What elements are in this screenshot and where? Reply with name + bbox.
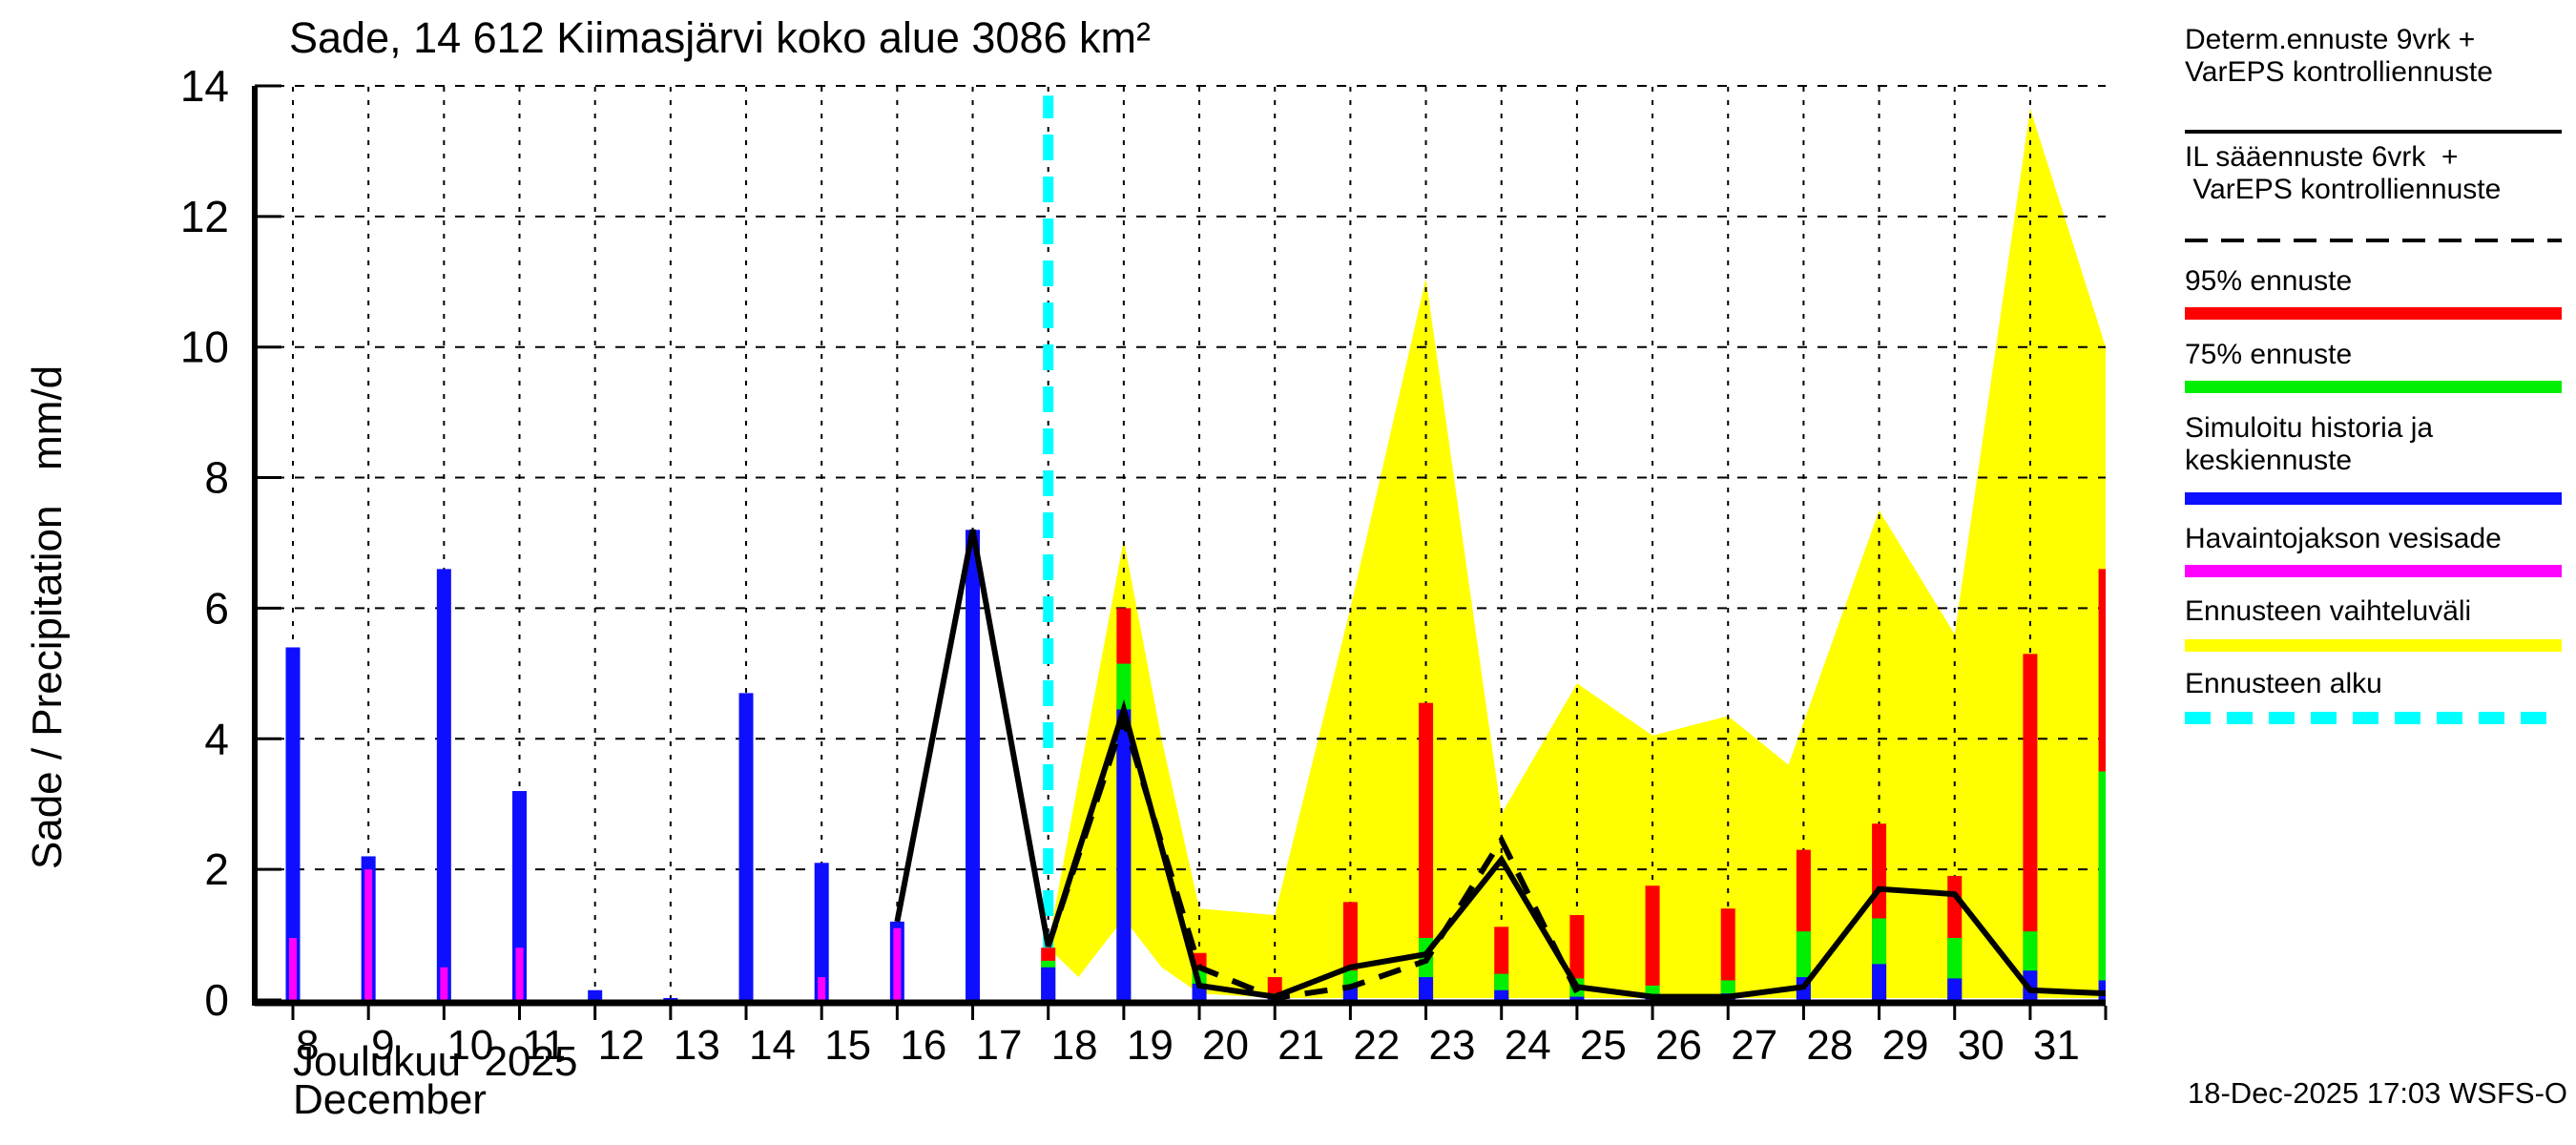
x-tick-label: 29 [1882,1022,1929,1069]
history-bar [588,989,603,1000]
x-axis-month-year: Joulukuu 2025 [293,1038,578,1085]
history-bar [436,569,451,1000]
il-forecast-line [1045,709,1580,1002]
legend-label-il: IL sääennuste 6vrk + VarEPS kontrollienn… [2185,141,2502,205]
observed-precip-bar [364,869,373,1000]
x-tick-label: 18 [1051,1022,1098,1069]
legend-label-determ: Determ.ennuste 9vrk + VarEPS kontrollienn… [2185,24,2493,88]
x-tick-label: 9 [371,1022,394,1069]
legend-label-95: 95% ennuste [2185,265,2353,297]
observed-precip-bar [818,977,826,1000]
y-tick-label: 14 [180,61,229,111]
legend-label-75: 75% ennuste [2185,339,2353,370]
x-tick-label: 10 [447,1022,493,1069]
observed-precip-bar [440,967,448,1000]
legend-label-band: Ennusteen vaihteluväli [2185,595,2472,627]
x-tick-label: 13 [674,1022,720,1069]
legend-label-history: Simuloitu historia ja keskiennuste [2185,412,2434,476]
forecast-bar-mean [1872,964,1887,1000]
legend-sample-band [2185,639,2562,652]
x-tick-label: 25 [1580,1022,1627,1069]
y-tick-label: 10 [180,323,229,372]
history-bar [285,647,301,1000]
y-tick-label: 0 [204,975,229,1025]
x-tick-label: 8 [296,1022,319,1069]
forecast-bar-mean [1947,978,1963,1000]
y-tick-label: 6 [204,583,229,633]
x-tick-label: 24 [1505,1022,1551,1069]
forecast-bar-mean [1569,996,1585,1000]
forecast-bar-95 [1645,885,1660,1000]
legend-sample-solid-line [2185,130,2562,134]
x-tick-label: 15 [824,1022,871,1069]
x-tick-label: 21 [1278,1022,1324,1069]
legend-sample-dashed-line [2185,239,2562,242]
legend-sample-history [2185,492,2562,505]
history-bar [738,693,754,1000]
x-tick-label: 31 [2033,1022,2080,1069]
y-tick-label: 4 [204,714,229,763]
x-tick-label: 22 [1353,1022,1400,1069]
history-bar [814,863,829,1000]
forecast-bar-mean [2098,980,2106,1000]
y-tick-label: 12 [180,192,229,241]
x-tick-label: 20 [1202,1022,1249,1069]
history-bar [663,997,678,1000]
x-tick-label: 11 [523,1022,567,1069]
history-bar [966,530,981,1000]
forecast-bar-mean [1116,709,1132,1000]
legend-sample-75 [2185,381,2562,393]
legend-sample-observed [2185,565,2562,577]
x-tick-label: 23 [1429,1022,1476,1069]
forecast-bar-75 [2098,771,2106,1000]
observed-precip-bar [289,937,297,1000]
timestamp-watermark: 18-Dec-2025 17:03 WSFS-O [2188,1076,2568,1110]
forecast-bar-95 [1720,908,1735,1000]
chart-title: Sade, 14 612 Kiimasjärvi koko alue 3086 … [289,13,1151,62]
x-tick-label: 17 [976,1022,1023,1069]
x-axis-month-english: December [293,1076,487,1123]
legend-sample-forecast-start [2185,712,2562,724]
forecast-bar-95 [2023,654,2038,1000]
y-tick-label: 8 [204,453,229,503]
observed-precip-bar [893,927,902,1000]
x-tick-label: 28 [1806,1022,1853,1069]
forecast-bar-mean [1419,977,1434,1000]
y-axis-label: Sade / Precipitation mm/d [24,364,71,870]
legend-sample-95 [2185,307,2562,320]
legend-label-forecast-start: Ennusteen alku [2185,668,2382,699]
legend-label-observed: Havaintojakson vesisade [2185,523,2502,554]
x-tick-label: 26 [1655,1022,1702,1069]
forecast-bar-mean [1041,967,1056,1000]
forecast-band [1048,108,2106,998]
forecast-bar-mean [1494,989,1509,1000]
x-tick-label: 30 [1958,1022,2005,1069]
x-tick-label: 27 [1731,1022,1777,1069]
observed-precip-bar [515,947,524,1000]
forecast-bar-95 [1419,702,1434,1000]
x-tick-label: 12 [598,1022,645,1069]
x-tick-label: 19 [1127,1022,1174,1069]
x-tick-label: 14 [749,1022,796,1069]
x-tick-label: 16 [900,1022,946,1069]
y-tick-label: 2 [204,844,229,894]
